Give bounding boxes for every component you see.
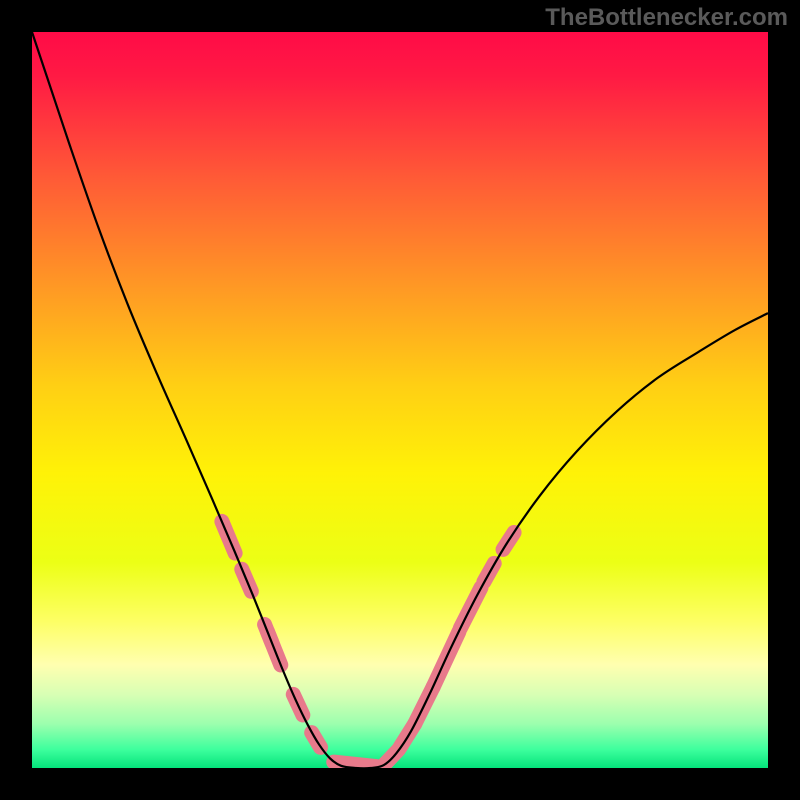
chart-frame: TheBottlenecker.com — [0, 0, 800, 800]
gradient-background — [32, 32, 768, 768]
chart-svg — [32, 32, 768, 768]
plot-area — [32, 32, 768, 768]
watermark-text: TheBottlenecker.com — [545, 4, 788, 32]
